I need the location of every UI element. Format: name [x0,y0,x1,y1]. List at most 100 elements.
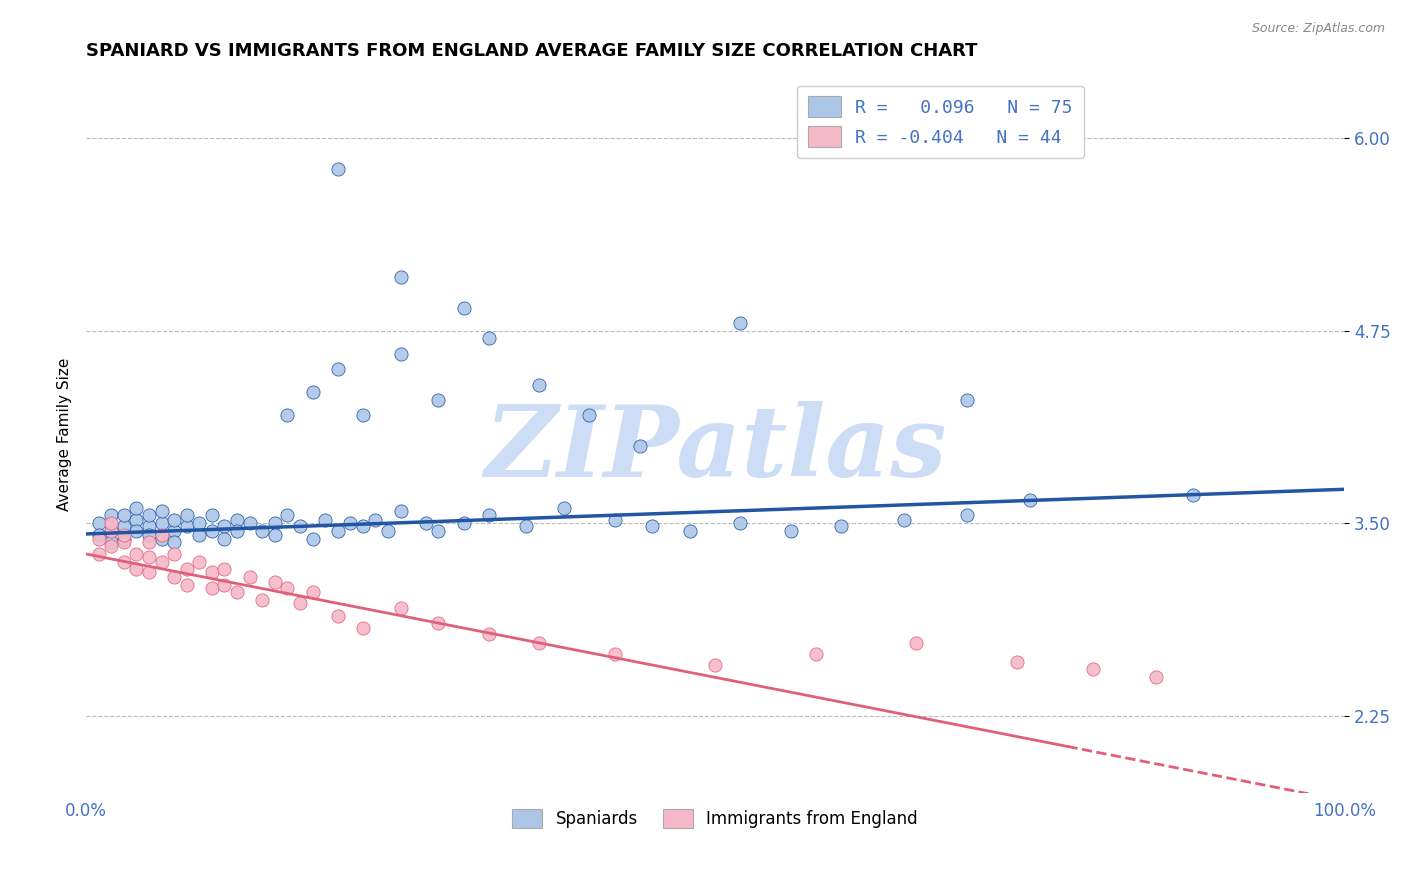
Point [389,504,412,518]
Point [276,409,298,423]
Point [188,528,211,542]
Point [1144,670,1167,684]
Point [427,392,450,407]
Point [87,532,110,546]
Point [704,657,727,672]
Point [188,555,211,569]
Point [201,566,224,580]
Point [301,532,323,546]
Text: ZIPatlas: ZIPatlas [484,401,946,497]
Point [100,508,122,523]
Point [453,301,475,315]
Point [138,534,160,549]
Point [163,513,186,527]
Point [893,513,915,527]
Point [138,519,160,533]
Point [263,528,285,542]
Point [628,439,651,453]
Point [389,269,412,284]
Point [163,547,186,561]
Point [239,516,262,531]
Point [239,570,262,584]
Point [527,377,550,392]
Point [415,516,437,531]
Point [112,519,135,533]
Point [214,532,236,546]
Point [641,519,664,533]
Point [288,596,311,610]
Point [125,500,148,515]
Point [87,547,110,561]
Point [150,516,173,531]
Point [603,647,626,661]
Point [326,161,349,176]
Point [276,508,298,523]
Point [478,331,501,345]
Point [453,516,475,531]
Point [603,513,626,527]
Point [956,508,979,523]
Point [427,616,450,631]
Point [956,392,979,407]
Point [326,524,349,538]
Point [150,555,173,569]
Text: Source: ZipAtlas.com: Source: ZipAtlas.com [1251,22,1385,36]
Point [100,516,122,531]
Point [100,524,122,538]
Point [427,524,450,538]
Point [100,539,122,553]
Point [163,524,186,538]
Point [478,627,501,641]
Point [364,513,387,527]
Point [515,519,537,533]
Point [176,578,198,592]
Point [250,524,273,538]
Point [214,578,236,592]
Point [163,534,186,549]
Point [188,516,211,531]
Text: SPANIARD VS IMMIGRANTS FROM ENGLAND AVERAGE FAMILY SIZE CORRELATION CHART: SPANIARD VS IMMIGRANTS FROM ENGLAND AVER… [86,42,977,60]
Point [250,593,273,607]
Point [138,549,160,564]
Point [150,528,173,542]
Point [478,508,501,523]
Point [112,555,135,569]
Point [326,608,349,623]
Point [301,385,323,400]
Point [276,581,298,595]
Point [730,316,752,330]
Point [389,600,412,615]
Point [301,585,323,599]
Point [201,581,224,595]
Y-axis label: Average Family Size: Average Family Size [58,358,72,511]
Point [905,636,928,650]
Point [804,647,827,661]
Point [138,528,160,542]
Point [150,532,173,546]
Point [352,519,374,533]
Point [100,524,122,538]
Point [138,508,160,523]
Point [125,524,148,538]
Point [163,570,186,584]
Point [527,636,550,650]
Point [377,524,399,538]
Point [830,519,852,533]
Point [352,621,374,635]
Point [100,534,122,549]
Point [214,519,236,533]
Point [226,513,249,527]
Point [226,524,249,538]
Point [339,516,361,531]
Point [1005,655,1028,669]
Point [288,519,311,533]
Point [150,504,173,518]
Point [679,524,702,538]
Point [125,547,148,561]
Point [389,347,412,361]
Point [87,528,110,542]
Point [138,566,160,580]
Point [125,513,148,527]
Point [112,528,135,542]
Legend: Spaniards, Immigrants from England: Spaniards, Immigrants from England [506,802,925,834]
